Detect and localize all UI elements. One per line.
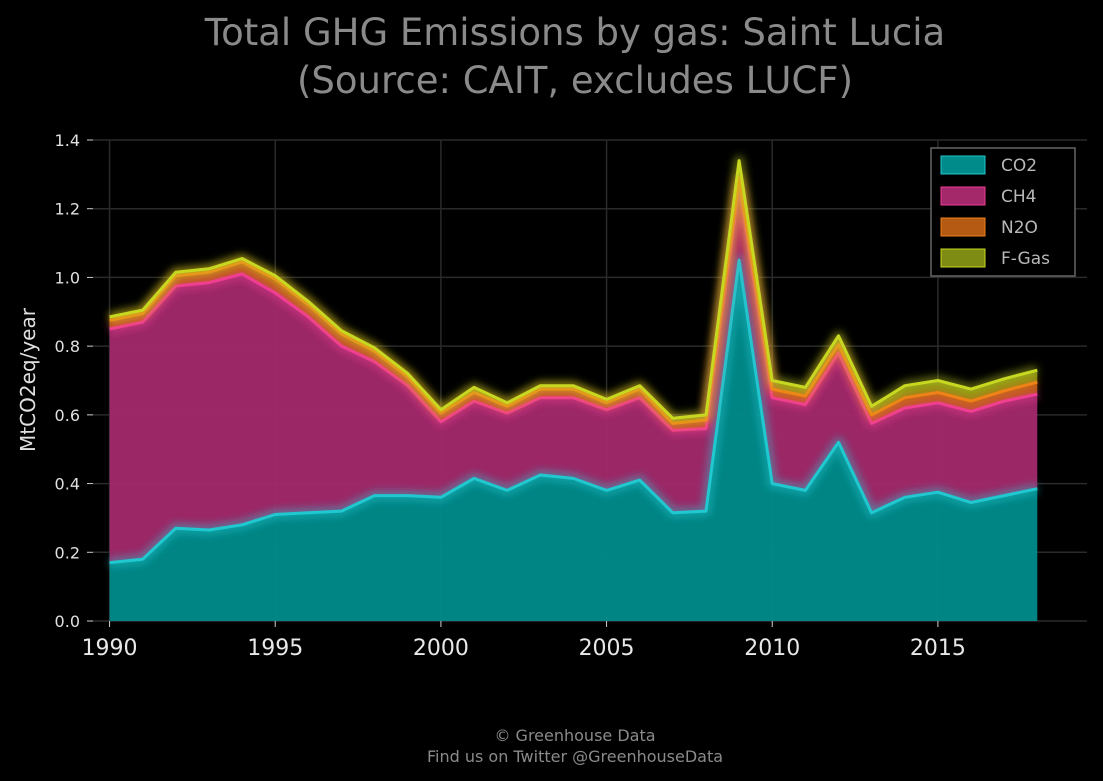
x-tick-label: 1990: [82, 636, 138, 661]
area-co2: [109, 260, 1038, 621]
legend-label: CO2: [1001, 156, 1037, 176]
legend-swatch-co2: [940, 155, 986, 175]
y-tick-label: 0.2: [55, 543, 80, 562]
y-tick-label: 1.4: [55, 131, 80, 150]
y-tick-label: 1.2: [55, 200, 80, 219]
legend-label: CH4: [1001, 187, 1036, 207]
area-ch4: [109, 188, 1038, 563]
y-tick-label: 0.4: [55, 475, 80, 494]
axes: 0.0 0.2 0.4 0.6 0.8 1.0 1.2 1.4 1990 1995 2000 2005…: [55, 131, 966, 661]
line-ch4: [109, 186, 1038, 432]
area-series: [108, 155, 1039, 621]
line-f-gas: [109, 159, 1038, 420]
chart-title: Total GHG Emissions by gas: Saint Lucia: [204, 11, 945, 54]
y-tick-label: 0.6: [55, 406, 80, 425]
y-tick-label: 0.8: [55, 337, 80, 356]
legend-swatch-ch4: [940, 186, 986, 206]
x-tick-label: 2015: [910, 636, 966, 661]
legend: CO2 CH4 N2O F-Gas: [930, 147, 1076, 277]
legend-label: N2O: [1001, 218, 1038, 238]
legend-label: F-Gas: [1001, 249, 1050, 269]
legend-swatch-n2o: [940, 217, 986, 237]
x-tick-label: 2005: [579, 636, 635, 661]
chart-subtitle: (Source: CAIT, excludes LUCF): [297, 59, 853, 102]
legend-swatch-f-gas: [940, 248, 986, 268]
x-tick-label: 2000: [413, 636, 469, 661]
footer-twitter: Find us on Twitter @GreenhouseData: [427, 747, 723, 766]
x-tick-label: 2010: [744, 636, 800, 661]
y-tick-label: 0.0: [55, 612, 80, 631]
footer-copyright: © Greenhouse Data: [494, 726, 655, 745]
x-tick-label: 1995: [247, 636, 303, 661]
y-tick-label: 1.0: [55, 268, 80, 287]
line-co2: [109, 258, 1038, 565]
y-axis-label: MtCO2eq/year: [16, 307, 40, 452]
